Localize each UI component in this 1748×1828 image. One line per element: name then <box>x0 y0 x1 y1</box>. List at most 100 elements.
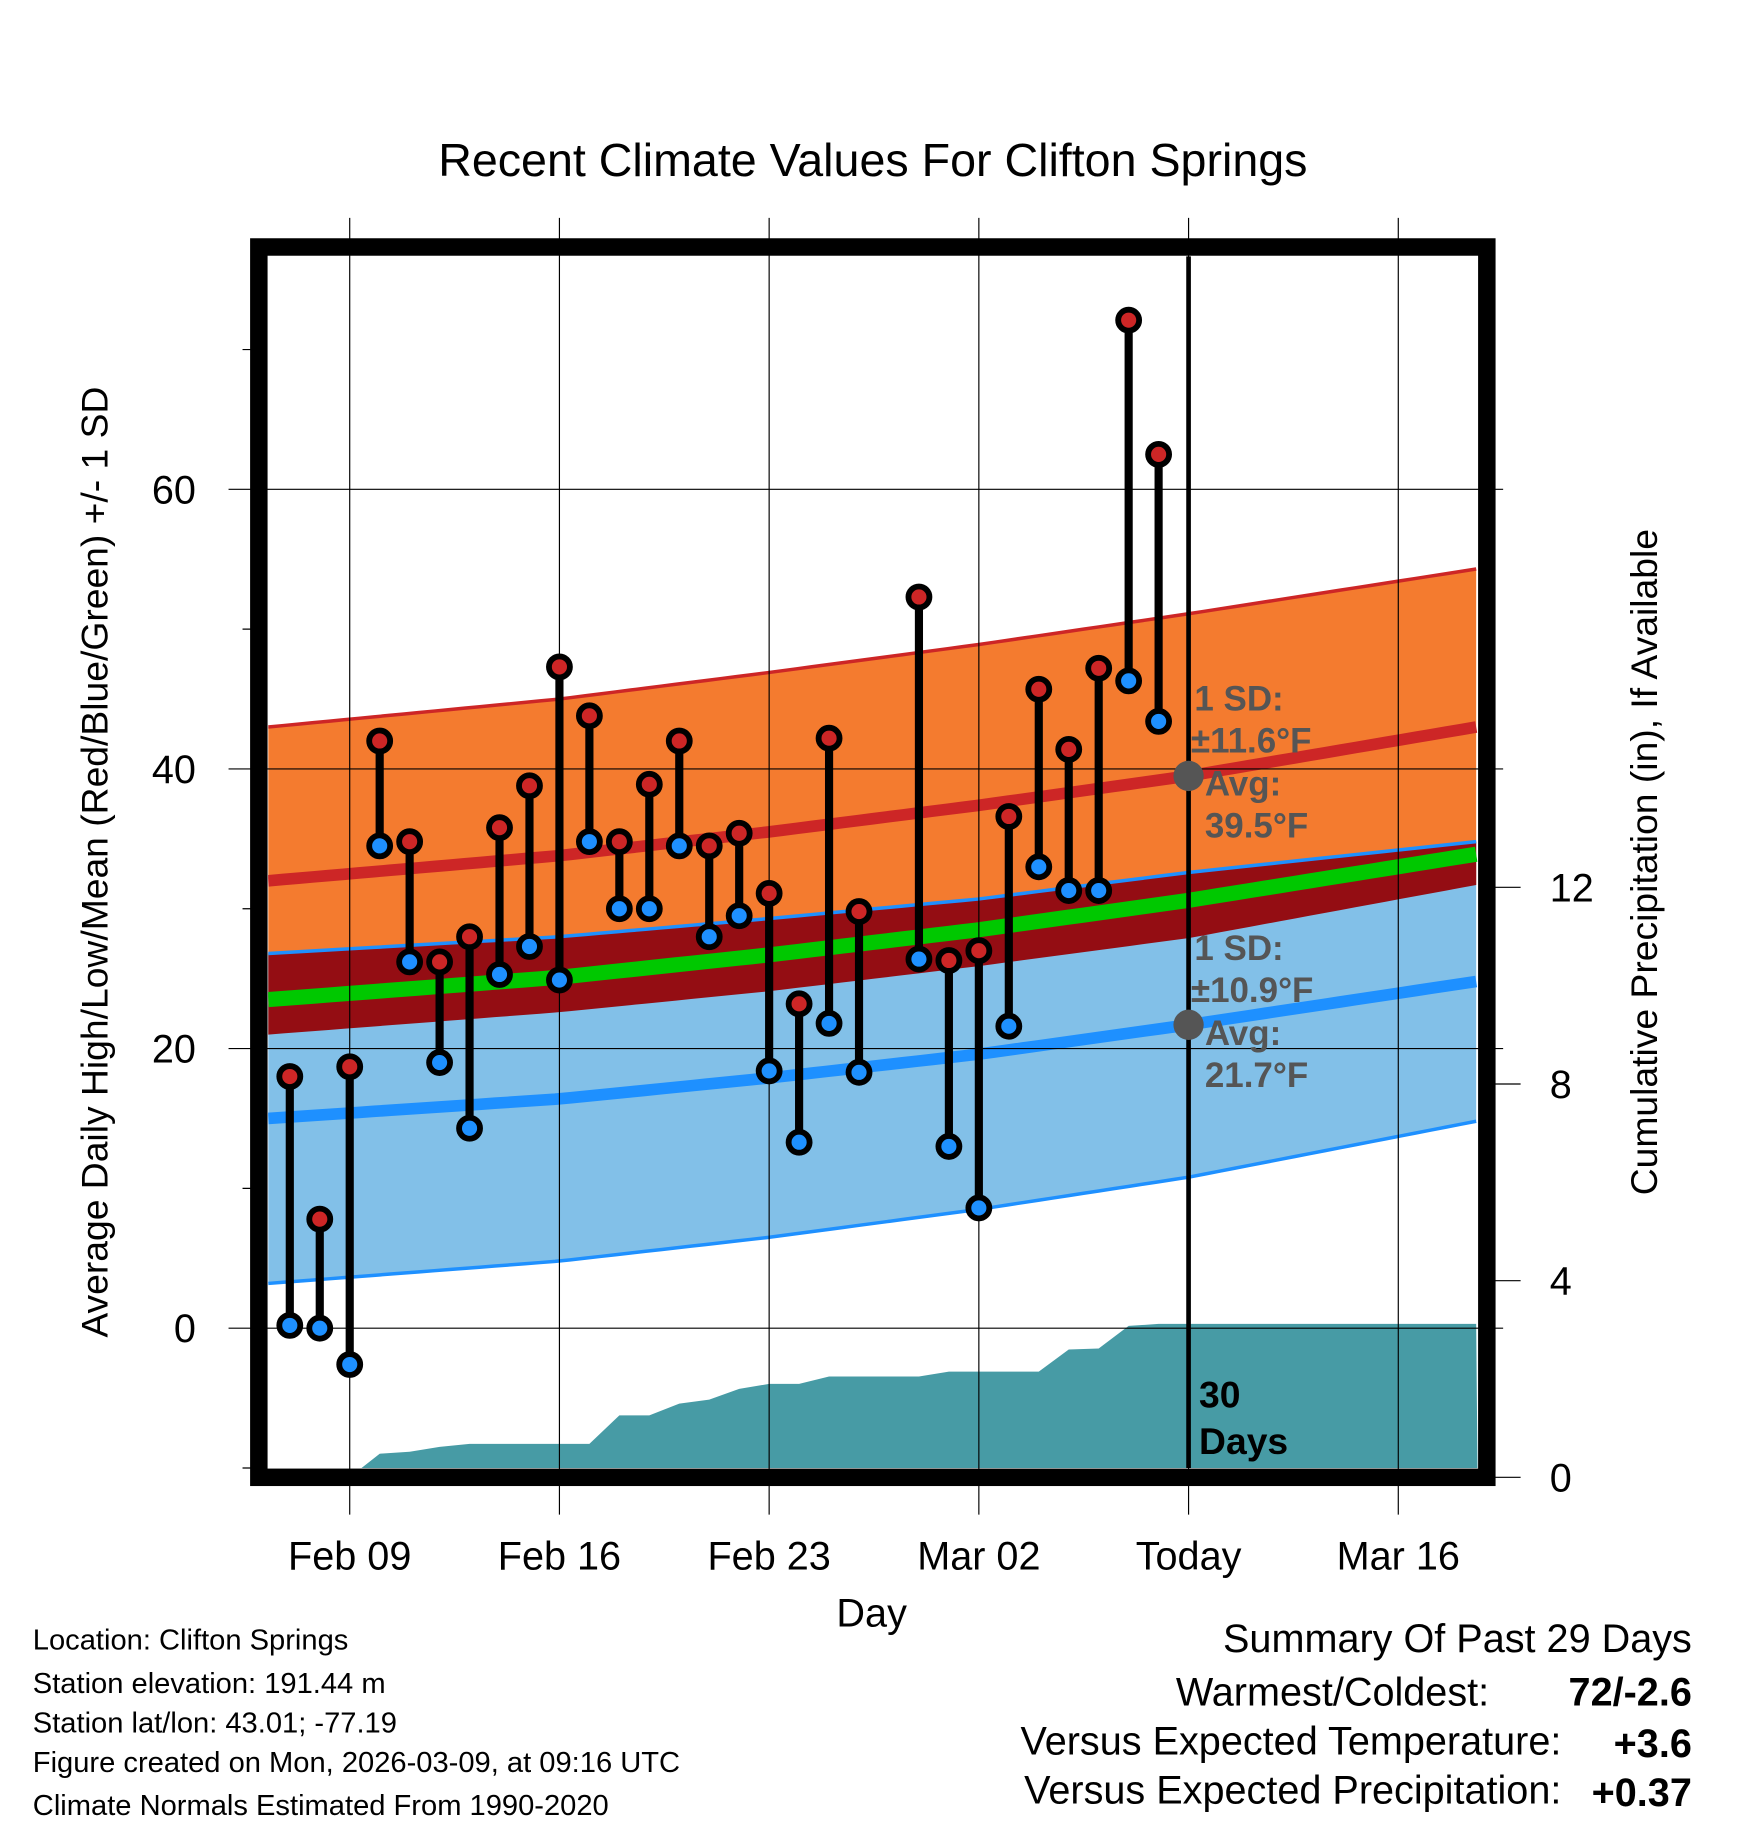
high-sd-label: 1 SD: <box>1194 680 1283 719</box>
summary-warm-cold-label: Warmest/Coldest: <box>1176 1671 1489 1715</box>
low-avg-label: Avg: <box>1205 1014 1281 1053</box>
y-tick-label: 20 <box>152 1028 196 1072</box>
x-tick-label: Mar 16 <box>1337 1534 1460 1578</box>
daily-high-point <box>845 898 873 925</box>
y2-tick-label: 12 <box>1550 866 1594 910</box>
daily-high-point <box>516 772 543 800</box>
y2-tick-label: 4 <box>1550 1260 1572 1304</box>
low-sd-value: ±10.9°F <box>1191 971 1314 1010</box>
precip-cumulative-area <box>349 1323 1478 1468</box>
today-avg-low-marker <box>1173 1009 1204 1040</box>
daily-high-point <box>366 727 394 755</box>
avg-high-line <box>268 721 1478 887</box>
daily-low-point <box>1085 877 1113 904</box>
high-sd-value: ±11.6°F <box>1191 722 1312 761</box>
daily-low-point <box>905 945 933 973</box>
daily-low-point <box>486 961 513 988</box>
daily-low-point <box>665 832 693 860</box>
daily-low-point <box>1025 853 1053 881</box>
footer-location: Location: Clifton Springs <box>33 1625 349 1657</box>
summary-temp-label: Versus Expected Temperature: <box>1020 1720 1561 1764</box>
summary-precip-label: Versus Expected Precipitation: <box>1024 1769 1561 1813</box>
daily-high-point <box>1085 654 1113 682</box>
axes: 0 20 40 60 0 4 8 12 Feb 09 Feb 16 Feb 23 Mar 02 Toda… <box>152 348 1594 1578</box>
daily-low-point <box>396 948 424 976</box>
precip-area <box>349 1323 1478 1468</box>
daily-high-point <box>905 583 933 611</box>
daily-low-point <box>546 966 573 994</box>
daily-high-point <box>815 724 843 752</box>
daily-high-point <box>426 948 453 976</box>
low-sd-label: 1 SD: <box>1194 929 1283 968</box>
y-tick-label: 60 <box>152 468 196 512</box>
daily-high-point <box>1145 440 1173 468</box>
daily-high-point <box>276 1063 304 1090</box>
footer-created: Figure created on Mon, 2026-03-09, at 09… <box>33 1747 680 1779</box>
grid-lines <box>228 217 1504 1515</box>
y2-axis-label: Cumulative Precipitation (in), If Availa… <box>1623 529 1665 1195</box>
summary-warm-cold-value: 72/-2.6 <box>1569 1671 1692 1715</box>
daily-high-point <box>965 937 993 965</box>
daily-low-point <box>725 902 753 930</box>
high-avg-label: Avg: <box>1205 765 1281 804</box>
daily-low-point <box>426 1049 453 1076</box>
daily-low-point <box>755 1057 783 1085</box>
daily-high-point <box>785 990 813 1018</box>
daily-high-point <box>695 832 723 860</box>
daily-low-point <box>516 933 543 960</box>
daily-high-point <box>306 1205 334 1233</box>
y2-tick-label: 0 <box>1550 1456 1572 1500</box>
daily-low-point <box>276 1311 304 1339</box>
summary: Summary Of Past 29 Days Warmest/Coldest:… <box>1020 1617 1691 1815</box>
daily-low-point <box>635 895 663 923</box>
daily-high-point <box>935 947 963 974</box>
daily-low-point <box>1145 708 1173 735</box>
daily-high-point <box>605 828 633 856</box>
high-avg-value: 39.5°F <box>1205 807 1308 846</box>
x-tick-label: Today <box>1136 1534 1242 1578</box>
daily-low-point <box>965 1194 993 1222</box>
today-days-number: 30 <box>1199 1373 1240 1415</box>
daily-low-point <box>995 1012 1023 1040</box>
daily-low-point <box>785 1128 813 1156</box>
daily-low-point <box>366 832 394 860</box>
summary-precip-value: +0.37 <box>1592 1771 1692 1815</box>
high-plus-sd-line <box>268 567 1477 729</box>
daily-low-point <box>306 1314 334 1342</box>
footer: Location: Clifton Springs Station elevat… <box>33 1625 680 1822</box>
daily-low-point <box>845 1058 873 1086</box>
x-axis-label: Day <box>836 1591 907 1635</box>
x-tick-label: Feb 09 <box>288 1534 411 1578</box>
daily-high-point <box>665 727 693 755</box>
daily-low-point <box>605 895 633 923</box>
footer-latlon: Station lat/lon: 43.01; -77.19 <box>33 1707 397 1739</box>
daily-low-point <box>935 1133 963 1160</box>
daily-high-point <box>396 828 424 856</box>
today-days-word: Days <box>1199 1420 1288 1462</box>
chart-title: Recent Climate Values For Clifton Spring… <box>438 134 1307 186</box>
x-tick-label: Feb 16 <box>498 1534 621 1578</box>
normal-bands <box>268 567 1478 1286</box>
daily-high-point <box>486 814 513 842</box>
daily-high-point <box>1115 306 1143 334</box>
daily-low-point <box>456 1114 483 1142</box>
daily-high-point <box>1055 735 1083 763</box>
daily-series <box>276 306 1204 1378</box>
footer-normals: Climate Normals Estimated From 1990-2020 <box>33 1790 609 1822</box>
daily-high-point <box>456 923 483 951</box>
summary-title: Summary Of Past 29 Days <box>1223 1617 1692 1661</box>
low-minus-sd-line <box>268 1119 1477 1286</box>
daily-high-point <box>336 1053 364 1081</box>
low-avg-value: 21.7°F <box>1205 1056 1308 1095</box>
daily-high-point <box>755 879 783 907</box>
today-days-label: 30 Days <box>1199 1373 1288 1462</box>
daily-low-point <box>815 1010 843 1037</box>
x-tick-label: Feb 23 <box>707 1534 830 1578</box>
daily-high-point <box>1025 675 1053 703</box>
daily-low-point <box>336 1351 364 1378</box>
y-tick-label: 0 <box>174 1307 196 1351</box>
y2-tick-label: 8 <box>1550 1063 1572 1107</box>
y-axis-label: Average Daily High/Low/Mean (Red/Blue/Gr… <box>73 387 115 1338</box>
x-tick-label: Mar 02 <box>917 1534 1040 1578</box>
daily-high-point <box>635 770 663 798</box>
